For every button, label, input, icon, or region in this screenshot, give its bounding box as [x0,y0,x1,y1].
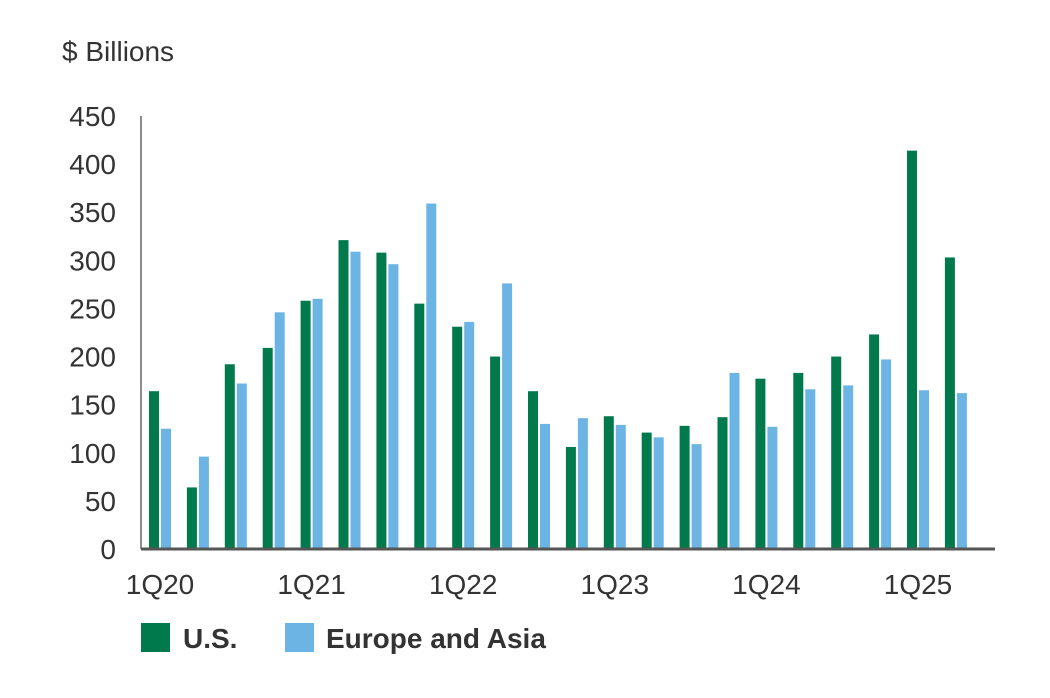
bar-europe-asia-4Q24 [881,359,892,549]
bars [149,150,967,550]
y-tick-label: 350 [69,197,116,228]
y-tick-label: 100 [69,438,116,469]
bar-us-1Q24 [755,378,766,549]
bar-europe-asia-2Q24 [805,389,816,549]
y-tick-label: 250 [69,293,116,324]
y-tick-label: 300 [69,245,116,276]
bar-us-3Q23 [679,425,690,549]
y-tick-label: 0 [100,534,116,565]
bar-us-3Q21 [376,252,387,549]
bar-europe-asia-1Q25 [919,390,929,549]
bar-us-2Q25 [944,257,955,549]
bar-us-1Q21 [300,300,311,549]
x-tick-label: 1Q21 [277,569,346,600]
bar-us-4Q20 [262,347,273,549]
y-axis-ticks: 0 50 100 150 200 250 300 350 400 450 [69,101,116,565]
legend-label-us: U.S. [183,623,237,654]
bar-europe-asia-2Q20 [198,456,209,549]
bar-europe-asia-1Q24 [767,426,778,549]
bar-us-2Q20 [186,487,197,549]
bar-us-4Q24 [869,334,880,549]
bar-us-4Q21 [414,303,425,549]
bar-us-3Q22 [528,391,538,549]
legend-swatch-europe-asia [285,623,314,652]
bar-us-2Q24 [793,372,804,549]
y-tick-label: 50 [85,486,116,517]
bar-us-3Q24 [831,356,842,549]
bar-europe-asia-3Q23 [691,444,702,549]
bar-europe-asia-4Q23 [729,372,740,549]
bar-europe-asia-4Q20 [274,312,285,549]
bar-europe-asia-1Q20 [161,428,171,549]
x-tick-label: 1Q24 [732,569,801,600]
bar-us-1Q22 [452,326,463,549]
y-axis-label: $ Billions [62,36,174,67]
y-tick-label: 450 [69,101,116,132]
bar-europe-asia-2Q25 [956,393,967,549]
bar-europe-asia-3Q21 [388,264,399,549]
y-tick-label: 200 [69,342,116,373]
x-tick-label: 1Q22 [429,569,498,600]
bar-us-2Q22 [490,356,501,549]
legend: U.S. Europe and Asia [141,623,546,654]
bar-europe-asia-3Q24 [843,385,854,549]
bar-us-4Q22 [565,447,576,549]
bar-us-2Q23 [641,432,652,549]
bar-europe-asia-1Q22 [464,321,475,549]
y-tick-label: 150 [69,390,116,421]
bar-europe-asia-4Q22 [577,418,588,549]
bar-us-1Q25 [907,150,917,549]
x-tick-label: 1Q25 [884,569,953,600]
bar-europe-asia-2Q23 [653,437,664,549]
bar-us-1Q23 [603,416,614,549]
x-tick-label: 1Q23 [581,569,650,600]
bar-us-2Q21 [338,240,349,550]
x-tick-label: 1Q20 [126,569,195,600]
bar-us-1Q20 [149,391,159,549]
legend-swatch-us [141,623,170,652]
bar-europe-asia-2Q21 [350,251,361,549]
legend-label-europe-asia: Europe and Asia [326,623,546,654]
y-tick-label: 400 [69,149,116,180]
bar-us-3Q20 [224,364,235,549]
bar-europe-asia-2Q22 [502,283,513,549]
bar-europe-asia-3Q22 [540,423,550,549]
x-axis-ticks: 1Q20 1Q21 1Q22 1Q23 1Q24 1Q25 [126,569,953,600]
bar-us-4Q23 [717,417,728,549]
bar-europe-asia-3Q20 [236,383,247,549]
bar-europe-asia-4Q21 [426,203,437,549]
bar-europe-asia-1Q21 [312,298,323,549]
bar-europe-asia-1Q23 [615,424,626,549]
